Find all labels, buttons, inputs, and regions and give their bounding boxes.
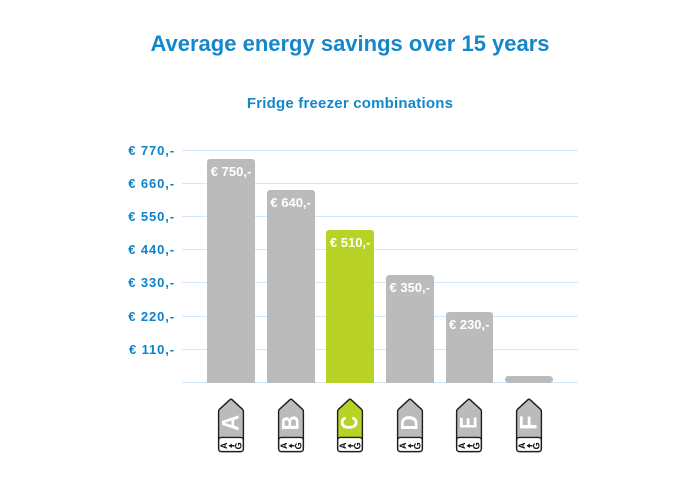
svg-text:A: A xyxy=(398,442,408,449)
svg-text:G: G xyxy=(353,442,363,449)
svg-text:A: A xyxy=(517,442,527,449)
svg-text:D: D xyxy=(397,415,424,430)
svg-text:G: G xyxy=(234,442,244,449)
svg-text:F: F xyxy=(516,416,543,431)
svg-text:A: A xyxy=(219,442,229,449)
svg-text:A: A xyxy=(457,442,467,449)
svg-text:A: A xyxy=(279,442,289,449)
svg-text:G: G xyxy=(293,442,303,449)
svg-text:A: A xyxy=(218,415,245,431)
svg-text:B: B xyxy=(277,415,304,430)
svg-text:A: A xyxy=(338,442,348,449)
svg-text:G: G xyxy=(532,442,542,449)
svg-text:G: G xyxy=(412,442,422,449)
svg-text:E: E xyxy=(456,417,483,429)
svg-text:C: C xyxy=(337,416,364,429)
svg-text:G: G xyxy=(472,442,482,449)
